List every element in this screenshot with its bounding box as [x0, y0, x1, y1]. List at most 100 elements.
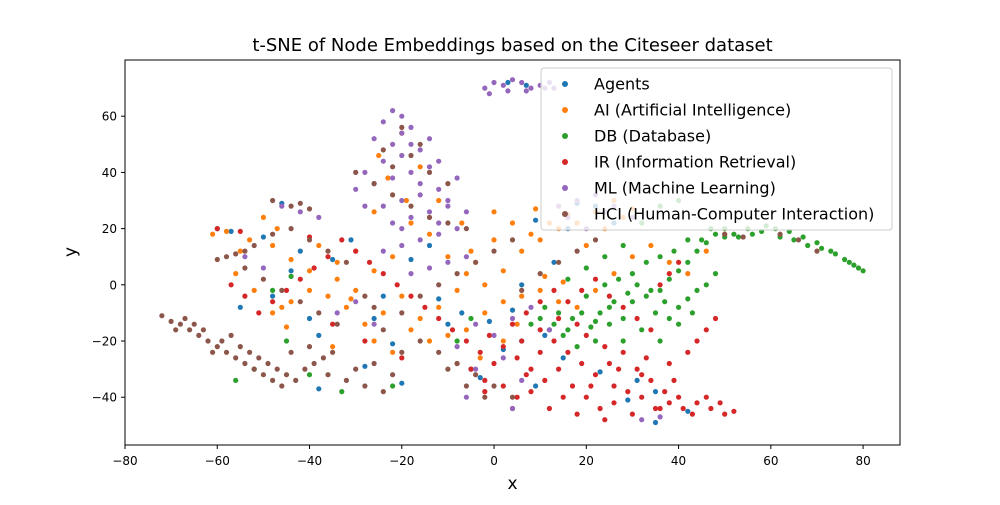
data-point [362, 321, 368, 327]
data-point [639, 394, 645, 400]
data-point [491, 383, 497, 389]
data-point [703, 240, 709, 246]
data-point [556, 259, 562, 265]
data-point [463, 327, 469, 333]
data-point [500, 344, 506, 350]
data-point [390, 108, 396, 114]
data-point [330, 349, 336, 355]
data-point [237, 228, 243, 234]
data-point [288, 268, 294, 274]
data-point [371, 321, 377, 327]
data-point [666, 360, 672, 367]
data-point [537, 315, 543, 322]
chart-title: t-SNE of Node Embeddings based on the Ci… [252, 35, 772, 56]
data-point [436, 220, 442, 226]
data-point [652, 405, 659, 412]
data-point [366, 259, 373, 265]
data-point [689, 310, 696, 316]
data-point [565, 276, 571, 282]
data-point [509, 315, 516, 322]
data-point [380, 389, 386, 395]
data-point [316, 332, 322, 338]
data-point [486, 91, 492, 97]
data-point [233, 355, 239, 361]
data-point [482, 389, 488, 395]
data-point [283, 287, 290, 293]
data-point [270, 242, 276, 249]
data-point [556, 315, 562, 322]
data-point [592, 276, 599, 282]
data-point [325, 254, 331, 260]
data-point [353, 186, 359, 192]
data-point [537, 287, 543, 293]
data-point [491, 79, 497, 86]
data-point [399, 310, 405, 316]
legend-frame [540, 67, 893, 231]
data-point [343, 304, 349, 310]
data-point [583, 332, 589, 338]
data-point [519, 377, 525, 383]
data-point [390, 220, 396, 226]
data-point [477, 349, 483, 355]
data-point [408, 271, 414, 277]
data-point [242, 360, 248, 367]
data-point [639, 327, 645, 333]
data-point [274, 366, 280, 372]
data-point [417, 147, 423, 153]
data-point [639, 417, 645, 423]
data-point [643, 259, 649, 265]
data-point [394, 282, 400, 288]
data-point [316, 242, 322, 249]
data-point [371, 304, 377, 310]
data-point [260, 214, 266, 220]
data-point [380, 119, 386, 125]
data-point [459, 310, 465, 316]
x-tick-label: 80 [855, 454, 870, 468]
data-point [408, 256, 414, 263]
data-point [639, 372, 645, 378]
data-point [500, 383, 506, 389]
data-point [223, 349, 230, 355]
data-point [528, 366, 534, 372]
data-point [426, 169, 433, 175]
data-point [694, 287, 700, 293]
data-point [722, 411, 728, 417]
data-point [274, 226, 280, 232]
data-point [454, 287, 460, 293]
data-point [708, 405, 714, 412]
points-layer [159, 77, 866, 426]
data-point [463, 338, 469, 344]
data-point [579, 287, 585, 293]
data-point [625, 397, 631, 403]
data-point [463, 394, 469, 400]
data-point [417, 338, 423, 344]
data-point [426, 265, 433, 271]
data-point [657, 254, 663, 260]
data-point [671, 377, 677, 383]
data-point [537, 299, 543, 305]
data-point [463, 271, 469, 277]
data-point [676, 304, 682, 310]
data-point [611, 271, 617, 277]
data-point [473, 372, 479, 378]
data-point [417, 237, 423, 243]
data-point [505, 88, 511, 94]
data-point [602, 417, 608, 423]
data-point [408, 124, 414, 130]
data-point [800, 234, 806, 240]
data-point [574, 321, 580, 327]
data-point [330, 344, 336, 350]
data-point [666, 315, 672, 322]
data-point [247, 349, 253, 355]
legend-marker [562, 133, 568, 139]
data-point [616, 276, 622, 282]
data-point [454, 175, 460, 181]
data-point [445, 366, 451, 372]
data-point [473, 259, 479, 265]
data-point [468, 248, 474, 254]
data-point [509, 237, 516, 243]
data-point [828, 248, 834, 254]
x-tick-label: 20 [579, 454, 594, 468]
data-point [390, 164, 396, 170]
data-point [242, 248, 248, 254]
